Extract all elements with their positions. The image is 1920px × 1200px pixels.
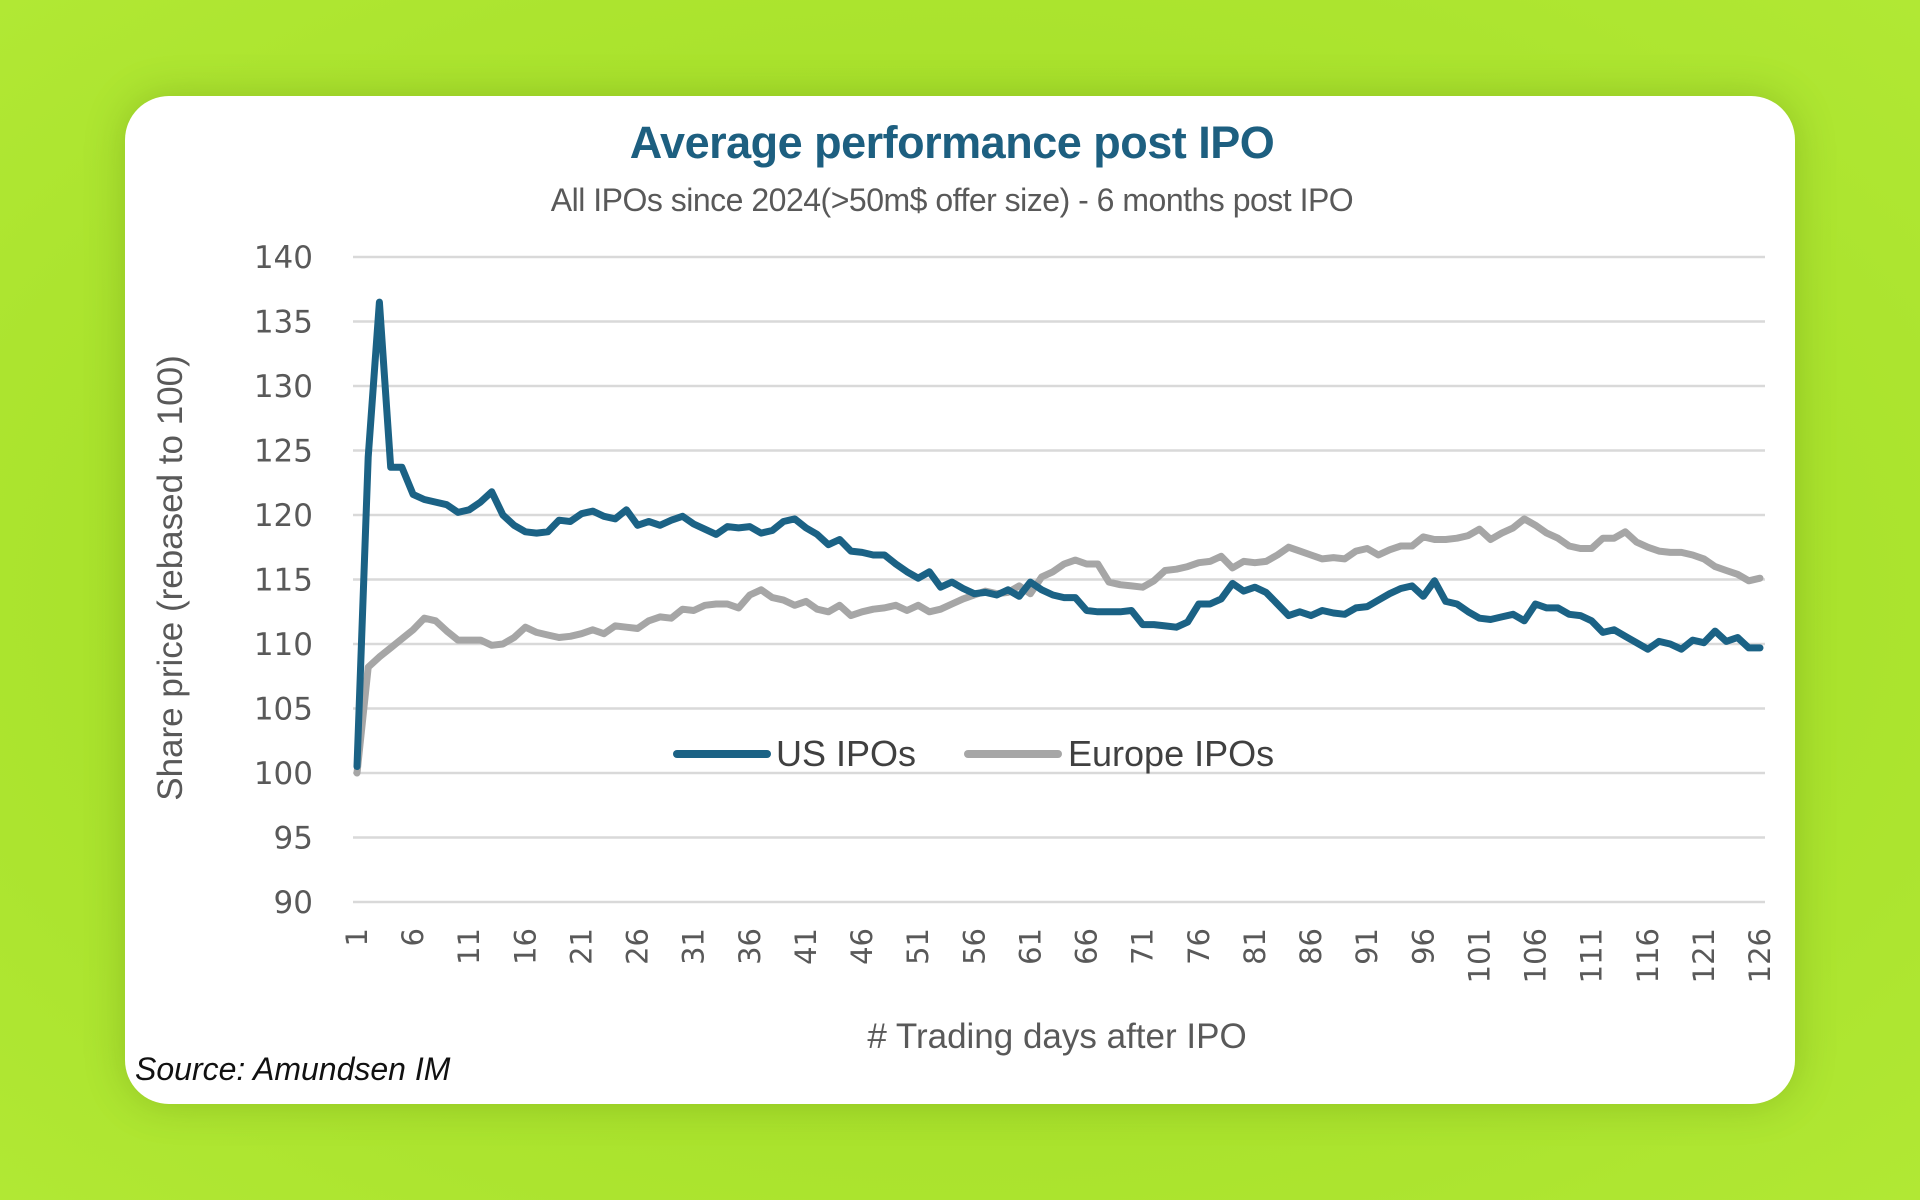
x-tick-label: 71 xyxy=(1126,928,1160,965)
x-tick-label: 1 xyxy=(340,928,374,946)
y-tick-label: 105 xyxy=(254,692,313,728)
x-tick-label: 11 xyxy=(452,928,486,965)
x-axis-ticks: 1 6 11 16 21 26 31 36 41 46 51 56 61 66 71 76 81 86 91 96 10… xyxy=(340,928,1777,983)
x-tick-label: 51 xyxy=(901,928,935,965)
y-tick-label: 135 xyxy=(254,305,313,341)
series-lines xyxy=(353,298,1764,777)
x-tick-label: 56 xyxy=(957,928,991,965)
y-axis-ticks: 140 135 130 125 120 115 110 105 100 95 90 xyxy=(254,240,313,921)
x-tick-label: 26 xyxy=(621,928,655,965)
x-tick-label: 81 xyxy=(1238,928,1272,965)
gridlines xyxy=(353,255,1765,904)
x-tick-label: 111 xyxy=(1575,928,1609,983)
x-tick-label: 86 xyxy=(1294,928,1328,965)
series-line-us-ipos xyxy=(353,298,1764,770)
x-tick-label: 121 xyxy=(1687,928,1721,983)
y-tick-label: 125 xyxy=(254,434,313,470)
x-tick-label: 41 xyxy=(789,928,823,965)
y-tick-label: 90 xyxy=(274,885,313,921)
x-tick-label: 126 xyxy=(1743,928,1777,983)
legend-label-europe: Europe IPOs xyxy=(1068,733,1274,774)
x-tick-label: 6 xyxy=(396,928,430,946)
x-tick-label: 76 xyxy=(1182,928,1216,965)
x-tick-label: 96 xyxy=(1406,928,1440,965)
legend-label-us: US IPOs xyxy=(776,733,916,774)
x-tick-label: 31 xyxy=(677,928,711,965)
legend: US IPOs Europe IPOs xyxy=(673,733,1274,774)
x-tick-label: 116 xyxy=(1631,928,1665,983)
x-axis-label: # Trading days after IPO xyxy=(867,1017,1246,1056)
x-tick-label: 106 xyxy=(1519,928,1553,983)
x-tick-label: 66 xyxy=(1070,928,1104,965)
line-chart: Average performance post IPO All IPOs si… xyxy=(135,117,1777,1087)
series-line-europe-ipos xyxy=(353,515,1764,777)
x-tick-label: 91 xyxy=(1350,928,1384,965)
y-tick-label: 120 xyxy=(254,498,313,534)
x-tick-label: 101 xyxy=(1462,928,1496,983)
y-tick-label: 95 xyxy=(274,821,313,857)
chart-title: Average performance post IPO xyxy=(630,117,1275,168)
y-tick-label: 110 xyxy=(254,627,313,663)
x-tick-label: 16 xyxy=(508,928,542,965)
x-tick-label: 61 xyxy=(1013,928,1047,965)
chart-card: Average performance post IPO All IPOs si… xyxy=(125,96,1795,1104)
y-tick-label: 130 xyxy=(254,369,313,405)
y-tick-label: 140 xyxy=(254,240,313,276)
x-tick-label: 46 xyxy=(845,928,879,965)
x-tick-label: 36 xyxy=(733,928,767,965)
y-axis-label: Share price (rebased to 100) xyxy=(151,355,190,801)
x-tick-label: 21 xyxy=(564,928,598,965)
source-note: Source: Amundsen IM xyxy=(135,1051,451,1087)
y-tick-label: 115 xyxy=(254,563,313,599)
chart-subtitle: All IPOs since 2024(>50m$ offer size) - … xyxy=(551,182,1353,218)
y-tick-label: 100 xyxy=(254,756,313,792)
